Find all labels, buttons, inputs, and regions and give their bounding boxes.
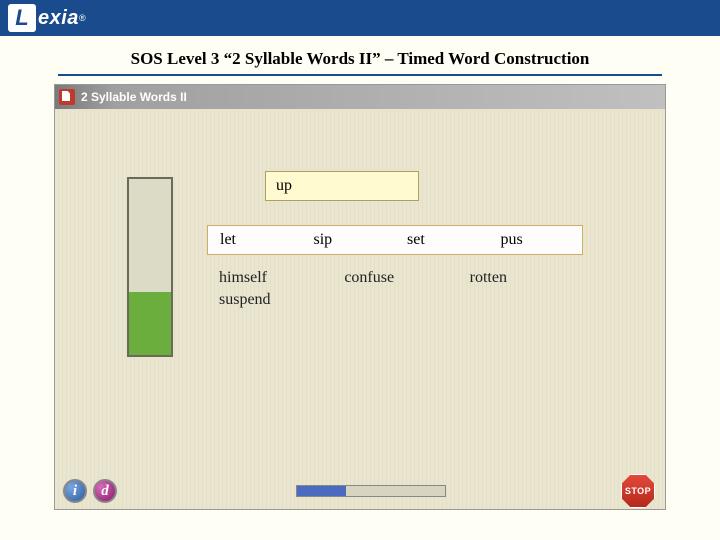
- timer-slider[interactable]: [296, 485, 446, 497]
- slide-title: SOS Level 3 “2 Syllable Words II” – Time…: [0, 36, 720, 70]
- word-cell: confuse: [332, 267, 457, 289]
- app-icon: [59, 89, 75, 105]
- word-row: himself confuse rotten: [207, 267, 583, 289]
- stop-icon: STOP: [621, 474, 655, 508]
- word-cell: suspend: [207, 289, 332, 311]
- choice-3[interactable]: set: [395, 231, 489, 249]
- slide-page: L exia ® SOS Level 3 “2 Syllable Words I…: [0, 0, 720, 540]
- word-row: suspend: [207, 289, 583, 311]
- activity-canvas: up let sip set pus himself confuse rotte…: [55, 109, 665, 509]
- progress-fill: [129, 292, 171, 355]
- demo-button[interactable]: d: [93, 479, 117, 503]
- window-title: 2 Syllable Words II: [81, 90, 187, 104]
- stop-button[interactable]: STOP: [619, 472, 657, 510]
- app-footer: i d STOP: [55, 473, 665, 509]
- word-cell: [458, 289, 583, 311]
- target-syllable-box: up: [265, 171, 419, 201]
- word-cell: rotten: [458, 267, 583, 289]
- app-window: 2 Syllable Words II up let sip set pus h…: [54, 84, 666, 510]
- target-syllable: up: [276, 177, 292, 195]
- brand-header: L exia ®: [0, 0, 720, 36]
- completed-words: himself confuse rotten suspend: [207, 267, 583, 311]
- lexia-logo: L exia ®: [8, 4, 86, 32]
- window-titlebar: 2 Syllable Words II: [55, 85, 665, 109]
- logo-text: exia: [38, 7, 79, 30]
- logo-mark: L: [8, 4, 36, 32]
- word-cell: [332, 289, 457, 311]
- choice-4[interactable]: pus: [489, 231, 583, 249]
- word-cell: himself: [207, 267, 332, 289]
- choice-2[interactable]: sip: [302, 231, 396, 249]
- info-button[interactable]: i: [63, 479, 87, 503]
- progress-meter: [127, 177, 173, 357]
- stop-label: STOP: [625, 486, 651, 496]
- timer-fill: [297, 486, 346, 496]
- syllable-choices: let sip set pus: [207, 225, 583, 255]
- logo-registered: ®: [79, 13, 86, 23]
- choice-1[interactable]: let: [208, 231, 302, 249]
